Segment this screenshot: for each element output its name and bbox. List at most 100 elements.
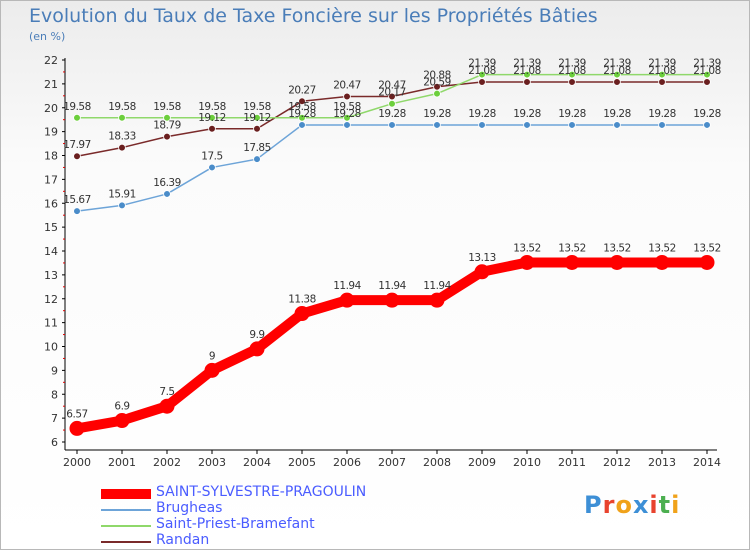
data-label: 13.52 [513, 242, 541, 254]
data-point [658, 121, 666, 129]
y-tick-label: 7 [51, 412, 58, 425]
data-point [523, 78, 531, 86]
data-point [388, 121, 396, 129]
data-label: 20.17 [378, 87, 406, 99]
y-tick-label: 20 [44, 102, 58, 115]
legend-item-randan[interactable]: Randan [101, 532, 431, 549]
data-label: 16.39 [153, 177, 181, 189]
data-label: 19.12 [243, 112, 271, 124]
y-tick-label: 13 [44, 269, 58, 282]
data-label: 19.28 [333, 108, 361, 120]
data-label: 7.5 [159, 386, 174, 398]
data-point [69, 420, 85, 436]
legend-label: Randan [156, 532, 210, 548]
data-label: 20.27 [288, 84, 316, 96]
y-tick-label: 18 [44, 150, 58, 163]
data-point [523, 70, 531, 79]
legend-swatch [101, 525, 151, 527]
data-label: 21.08 [648, 65, 676, 77]
data-point [253, 113, 261, 122]
y-tick-label: 8 [51, 388, 58, 401]
legend-item-brugheas[interactable]: Brugheas [101, 500, 431, 517]
data-point [343, 121, 351, 129]
logo-letter: o [615, 491, 633, 519]
legend-item-saint-priest-bramefant[interactable]: Saint-Priest-Bramefant [101, 516, 431, 533]
legend-swatch [101, 489, 151, 499]
data-point [703, 78, 711, 86]
logo-letter: i [671, 491, 681, 519]
data-label: 13.52 [648, 242, 676, 254]
series-line-1 [76, 124, 708, 212]
data-label: 21.39 [513, 58, 541, 70]
data-label: 21.08 [513, 65, 541, 77]
y-unit-label: (en %) [29, 30, 66, 43]
data-point [703, 121, 711, 129]
data-point [433, 89, 441, 98]
proxiti-logo[interactable]: Proxiti [584, 491, 680, 519]
data-label: 19.58 [108, 101, 136, 113]
data-label: 21.08 [693, 65, 721, 77]
data-label: 17.85 [243, 142, 271, 154]
x-tick-label: 2002 [153, 456, 181, 469]
x-tick-label: 2005 [288, 456, 316, 469]
data-point [388, 99, 396, 108]
data-label: 17.97 [63, 139, 91, 151]
data-point [658, 78, 666, 86]
y-tick-label: 15 [44, 221, 58, 234]
data-point [568, 70, 576, 79]
data-label: 11.94 [333, 280, 361, 292]
data-point [478, 121, 486, 129]
data-point [204, 362, 220, 378]
data-point [523, 121, 531, 129]
data-point [249, 341, 265, 357]
data-label: 21.08 [468, 65, 496, 77]
chart-title: Evolution du Taux de Taxe Foncière sur l… [29, 5, 598, 27]
data-label: 21.39 [558, 58, 586, 70]
y-tick-label: 11 [44, 317, 58, 330]
data-label: 6.57 [66, 408, 87, 420]
data-point [613, 121, 621, 129]
data-label: 19.58 [333, 101, 361, 113]
data-label: 17.5 [201, 150, 222, 162]
logo-letter: x [632, 491, 650, 519]
data-label: 21.39 [468, 58, 496, 70]
logo-letter: P [584, 491, 603, 519]
data-point [429, 292, 445, 308]
data-point [118, 143, 126, 152]
data-point [343, 92, 351, 101]
data-point [613, 70, 621, 79]
x-tick-label: 2003 [198, 456, 226, 469]
data-point [118, 113, 126, 122]
x-tick-label: 2001 [108, 456, 136, 469]
legend-label: Saint-Priest-Bramefant [156, 516, 315, 532]
data-point [654, 254, 670, 270]
data-point [114, 413, 130, 429]
data-label: 20.88 [423, 70, 451, 82]
y-tick-label: 19 [44, 126, 58, 139]
data-point [159, 398, 175, 414]
data-point [613, 78, 621, 86]
data-point [699, 254, 715, 270]
data-label: 18.33 [108, 131, 136, 143]
logo-letter: r [602, 491, 616, 519]
data-point [163, 132, 171, 141]
data-point [73, 207, 81, 215]
data-point [208, 113, 216, 122]
data-label: 15.91 [108, 188, 136, 200]
data-point [298, 97, 306, 106]
data-label: 21.08 [603, 65, 631, 77]
data-label: 19.28 [648, 108, 676, 120]
y-tick-label: 22 [44, 54, 58, 67]
data-point [73, 152, 81, 161]
x-tick-label: 2013 [648, 456, 676, 469]
data-label: 13.52 [558, 242, 586, 254]
x-tick-label: 2011 [558, 456, 586, 469]
data-point [294, 306, 310, 322]
data-label: 19.58 [288, 101, 316, 113]
x-tick-label: 2006 [333, 456, 361, 469]
data-label: 19.12 [198, 112, 226, 124]
line-chart: 6 7 8 9 10 11 12 13 14 15 16 17 18 19 20 21 22 2000 2001 20… [44, 54, 721, 469]
data-label: 19.28 [468, 108, 496, 120]
legend-item-saint-sylvestre-pragoulin[interactable]: SAINT-SYLVESTRE-PRAGOULIN [101, 484, 431, 501]
y-tick-label: 16 [44, 197, 58, 210]
